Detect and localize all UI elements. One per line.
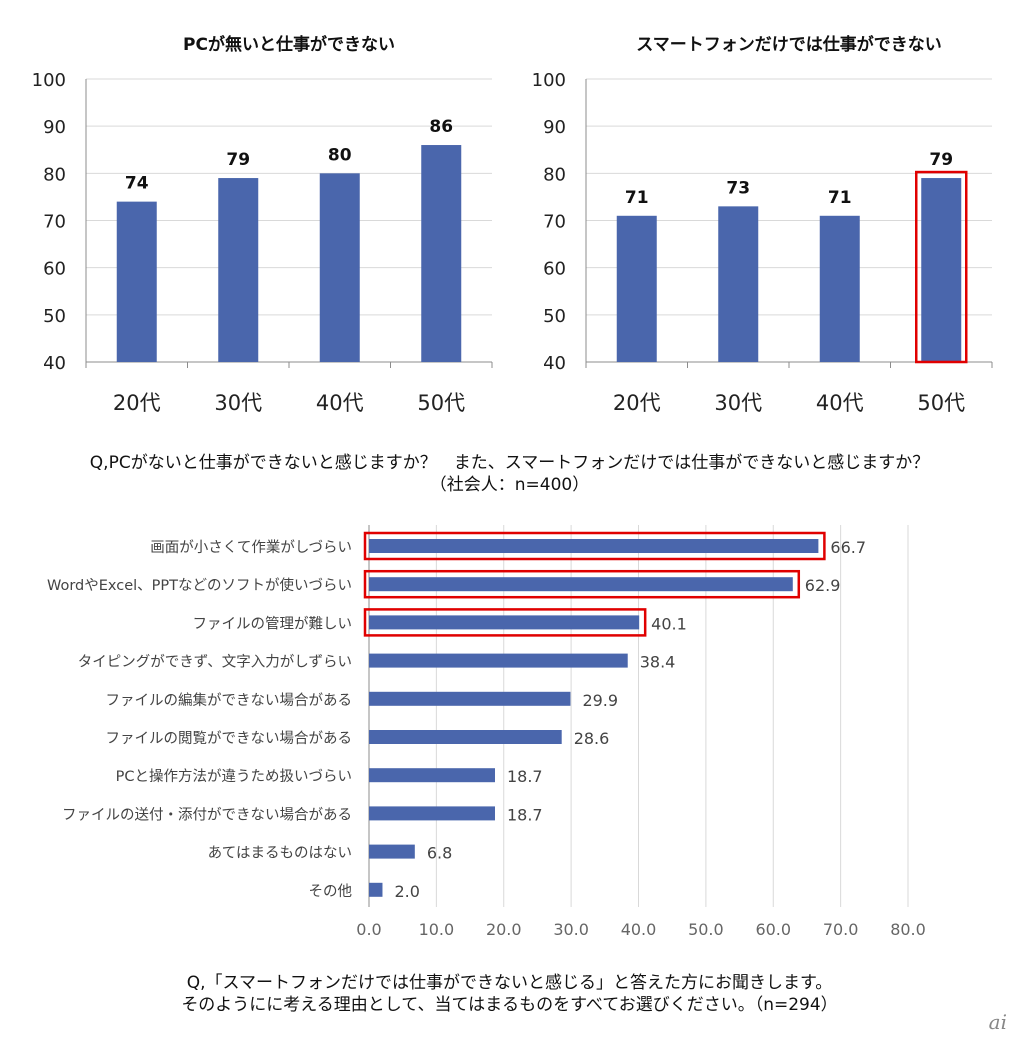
bottom-question-caption: Q,「スマートフォンだけでは仕事ができないと感じる」と答えた方にお聞きします。 …: [0, 972, 1019, 1016]
highlight-box: [363, 569, 801, 599]
x-category-label: 40代: [816, 391, 864, 415]
bar-value-label: 29.9: [582, 691, 618, 710]
x-tick-label: 60.0: [755, 920, 791, 939]
chart-smartphone-insufficient: スマートフォンだけでは仕事ができない 40 50 60 70 80 90 100 71 20代 73…: [532, 34, 993, 415]
y-tick-label: 80: [43, 164, 66, 185]
bar-value-label: 79: [929, 150, 953, 170]
x-category-label: 30代: [214, 391, 262, 415]
bar-value-label: 86: [429, 117, 453, 137]
bar-value-label: 73: [726, 178, 750, 198]
bar: [616, 215, 657, 362]
bar-value-label: 18.7: [507, 805, 543, 824]
y-tick-label: 60: [43, 259, 66, 280]
x-category-label: 40代: [316, 391, 364, 415]
x-category-label: 30代: [714, 391, 762, 415]
chart-title: スマートフォンだけでは仕事ができない: [636, 34, 942, 55]
category-label: WordやExcel、PPTなどのソフトが使いづらい: [47, 577, 352, 594]
y-tick-label: 100: [532, 70, 566, 91]
x-tick-label: 10.0: [419, 920, 455, 939]
y-tick-label: 60: [543, 259, 566, 280]
x-category-label: 50代: [917, 391, 965, 415]
y-tick-label: 100: [32, 70, 66, 91]
bar-value-label: 80: [328, 145, 352, 165]
highlight-box: [915, 170, 968, 364]
bar-value-label: 38.4: [640, 653, 676, 672]
y-tick-label: 80: [543, 164, 566, 185]
chart-title: PCが無いと仕事ができない: [183, 34, 395, 55]
bar: [116, 201, 157, 362]
bar: [369, 615, 640, 630]
bar-value-label: 62.9: [805, 576, 841, 595]
y-tick-label: 70: [543, 212, 566, 233]
category-label: PCと操作方法が違うため扱いづらい: [116, 768, 352, 785]
y-tick-label: 90: [543, 117, 566, 138]
bar: [218, 178, 259, 362]
category-label: ファイルの閲覧ができない場合がある: [106, 730, 353, 747]
category-label: その他: [309, 883, 353, 900]
bar: [369, 730, 562, 744]
x-tick-label: 30.0: [553, 920, 589, 939]
bar-value-label: 40.1: [651, 614, 687, 633]
bar: [319, 173, 360, 362]
y-tick-label: 50: [543, 306, 566, 327]
category-label: あてはまるものはない: [208, 845, 352, 862]
y-tick-label: 40: [43, 353, 66, 374]
x-tick-label: 0.0: [356, 920, 381, 939]
category-label: タイピングができず、文字入力がしずらい: [78, 654, 352, 671]
category-label: 画面が小さくて作業がしづらい: [150, 539, 352, 556]
bar-value-label: 71: [625, 188, 649, 208]
bar-value-label: 74: [125, 174, 149, 194]
bar: [421, 145, 462, 362]
bar-value-label: 28.6: [574, 729, 610, 748]
x-tick-label: 80.0: [890, 920, 926, 939]
bar: [819, 215, 860, 362]
bar: [369, 844, 415, 859]
top-question-caption: Q,PCがないと仕事ができないと感じますか？ また、スマートフォンだけでは仕事が…: [0, 452, 1019, 496]
highlight-box: [363, 531, 826, 561]
y-tick-label: 40: [543, 353, 566, 374]
bar-value-label: 79: [226, 150, 250, 170]
bar-value-label: 18.7: [507, 767, 543, 786]
highlight-box: [363, 608, 647, 637]
bar: [369, 882, 383, 897]
y-tick-label: 90: [43, 117, 66, 138]
bar: [369, 653, 628, 668]
bottom-question-line1: Q,「スマートフォンだけでは仕事ができないと感じる」と答えた方にお聞きします。: [186, 973, 833, 993]
x-category-label: 20代: [613, 391, 661, 415]
bar-value-label: 71: [828, 188, 852, 208]
category-label: ファイルの編集ができない場合がある: [106, 692, 353, 709]
x-tick-label: 70.0: [823, 920, 859, 939]
x-category-label: 50代: [417, 391, 465, 415]
bar-value-label: 6.8: [427, 844, 452, 863]
bar: [369, 539, 819, 553]
bar: [369, 691, 571, 706]
category-label: ファイルの送付・添付ができない場合がある: [62, 806, 352, 823]
bottom-question-line2: そのようにに考える理由として、当てはまるものをすべてお選びください。（n=294…: [181, 995, 838, 1015]
category-label: ファイルの管理が難しい: [193, 615, 353, 632]
y-tick-label: 70: [43, 212, 66, 233]
bar-value-label: 2.0: [394, 882, 419, 901]
bar: [369, 768, 495, 783]
x-tick-label: 50.0: [688, 920, 724, 939]
publisher-logo: ai: [988, 1010, 1007, 1034]
top-question-line2: （社会人：n=400）: [429, 475, 590, 495]
bar-value-label: 66.7: [830, 538, 866, 557]
bar: [369, 806, 495, 821]
x-category-label: 20代: [113, 391, 161, 415]
chart-pc-required: PCが無いと仕事ができない 40 50 60 70 80 90 100 74 20代 79 30代 80…: [32, 34, 493, 415]
top-question-line1: Q,PCがないと仕事ができないと感じますか？ また、スマートフォンだけでは仕事が…: [89, 453, 930, 473]
bar: [369, 577, 793, 592]
x-tick-label: 20.0: [486, 920, 522, 939]
y-tick-label: 50: [43, 306, 66, 327]
chart-reasons: 0.0 10.0 20.0 30.0 40.0 50.0 60.0 70.0 80.0 66.7 画…: [47, 525, 926, 939]
bar: [921, 178, 962, 362]
bar: [718, 206, 759, 362]
x-tick-label: 40.0: [621, 920, 657, 939]
